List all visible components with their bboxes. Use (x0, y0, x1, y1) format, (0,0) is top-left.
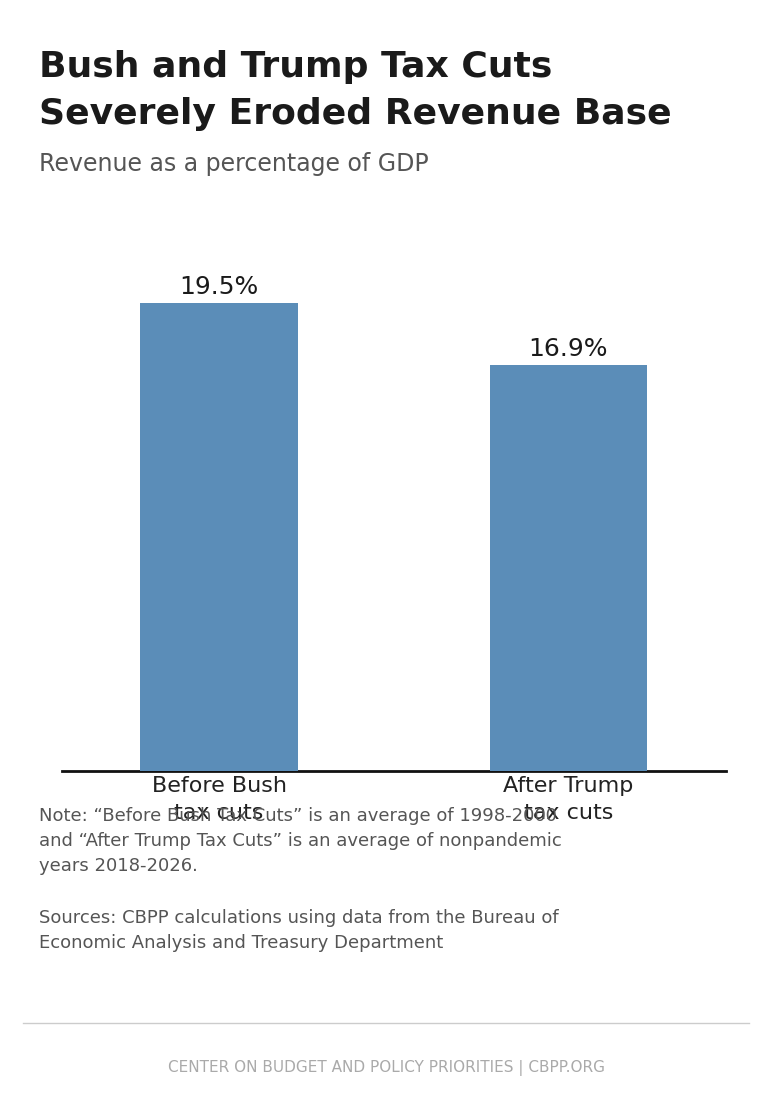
Bar (141, 303, 298, 771)
Bar (489, 365, 647, 771)
Text: CENTER ON BUDGET AND POLICY PRIORITIES | CBPP.ORG: CENTER ON BUDGET AND POLICY PRIORITIES |… (168, 1060, 604, 1077)
Text: Revenue as a percentage of GDP: Revenue as a percentage of GDP (39, 152, 428, 176)
Text: 16.9%: 16.9% (529, 337, 608, 361)
Text: Note: “Before Bush Tax Cuts” is an average of 1998-2000
and “After Trump Tax Cut: Note: “Before Bush Tax Cuts” is an avera… (39, 807, 561, 875)
Text: Bush and Trump Tax Cuts: Bush and Trump Tax Cuts (39, 50, 552, 84)
Text: Severely Eroded Revenue Base: Severely Eroded Revenue Base (39, 97, 671, 131)
Text: Sources: CBPP calculations using data from the Bureau of
Economic Analysis and T: Sources: CBPP calculations using data fr… (39, 909, 558, 952)
Text: 19.5%: 19.5% (179, 274, 259, 299)
